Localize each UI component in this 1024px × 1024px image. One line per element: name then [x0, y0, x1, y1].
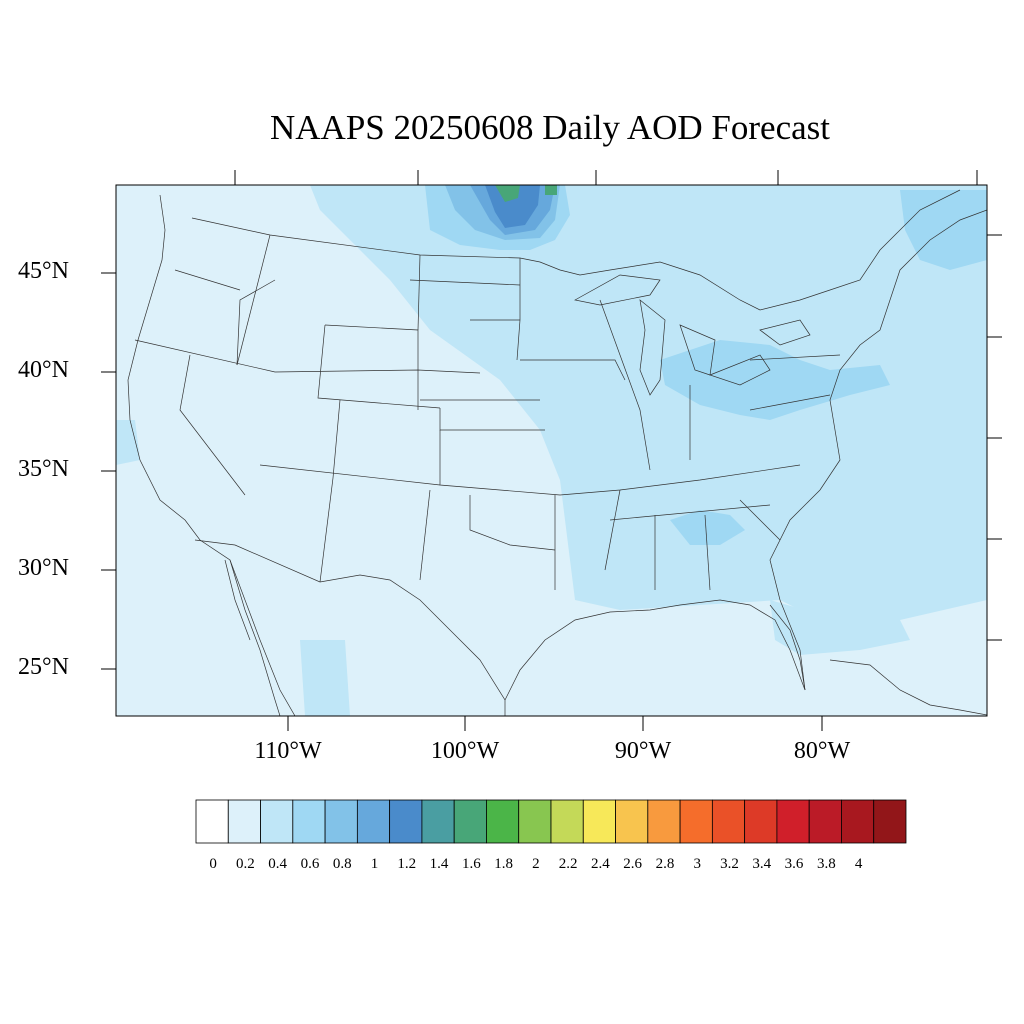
top-ticks: [234, 170, 978, 185]
colorbar-tick-label: 0.8: [332, 856, 352, 872]
colorbar-tick-label: 2.6: [623, 856, 643, 872]
colorbar-tick-label: 1.8: [494, 856, 513, 872]
aod-field: [116, 185, 987, 716]
left-ticks: [101, 272, 116, 670]
colorbar-swatch: [582, 799, 616, 844]
lat-label-25: 25°N: [18, 654, 69, 680]
aod-west-patch: [116, 420, 140, 465]
colorbar-tick-label: 0: [209, 856, 217, 872]
colorbar-swatch: [486, 799, 520, 844]
colorbar-swatch: [841, 799, 875, 844]
aod-north-plume-green-2: [545, 185, 557, 195]
colorbar-swatch: [550, 799, 584, 844]
colorbar-tick-label: 0.4: [268, 856, 288, 872]
colorbar-tick-label: 1.2: [397, 856, 417, 872]
lat-label-35: 35°N: [18, 456, 69, 482]
colorbar-swatch: [324, 799, 358, 844]
bottom-ticks: [287, 716, 823, 731]
colorbar-swatch: [356, 799, 391, 844]
colorbar-swatch: [421, 799, 455, 844]
colorbar-tick-label: 1.4: [429, 856, 449, 872]
colorbar-tick-label: 2.4: [591, 856, 610, 872]
aod-lakes-region: [660, 340, 890, 420]
aod-florida-region: [770, 600, 910, 655]
colorbar-swatch: [292, 799, 326, 844]
colorbar-tick-label: 2.2: [558, 856, 578, 872]
colorbar-tick-label: 2.8: [655, 856, 675, 872]
colorbar: [195, 799, 907, 844]
colorbar-tick-label: 0.6: [300, 856, 320, 872]
colorbar-tick-label: 3: [693, 856, 701, 872]
colorbar-swatch: [711, 799, 746, 844]
colorbar-tick-label: 0.2: [236, 856, 255, 872]
colorbar-tick-label: 1: [370, 856, 379, 872]
colorbar-tick-label: 4: [854, 856, 863, 872]
aod-baja-patch: [300, 640, 350, 716]
aod-north-plume-max: [485, 185, 540, 228]
right-ticks: [987, 234, 1002, 641]
colorbar-tick-label: 3.8: [816, 856, 836, 872]
colorbar-swatch: [389, 799, 423, 844]
aod-north-plume-green: [495, 185, 520, 202]
colorbar-swatch: [195, 799, 229, 844]
colorbar-swatch: [744, 799, 778, 844]
lon-label-110w: 110°W: [254, 738, 322, 764]
colorbar-swatch: [647, 799, 681, 844]
boundaries: [127, 189, 987, 716]
colorbar-swatch: [615, 799, 649, 844]
map-title: NAAPS 20250608 Daily AOD Forecast: [270, 108, 830, 147]
colorbar-swatch: [873, 799, 907, 844]
lat-label-45: 45°N: [18, 258, 69, 284]
colorbar-tick-label: 1.6: [461, 856, 481, 872]
colorbar-tick-label: 2: [532, 856, 540, 872]
map-frame: [115, 184, 988, 717]
lon-label-100w: 100°W: [430, 738, 500, 764]
lon-label-90w: 90°W: [614, 738, 672, 764]
colorbar-swatch: [518, 799, 552, 844]
colorbar-tick-label: 3.4: [752, 856, 772, 872]
aod-southeast-patch: [670, 510, 745, 545]
colorbar-swatch: [453, 799, 487, 844]
colorbar-tick-label: 3.2: [720, 856, 739, 872]
lat-label-30: 30°N: [18, 555, 69, 581]
colorbar-tick-label: 3.6: [784, 856, 804, 872]
aod-northeast-region: [900, 190, 987, 270]
lat-label-40: 40°N: [18, 357, 69, 383]
colorbar-swatch: [679, 799, 713, 844]
colorbar-swatch: [260, 799, 294, 844]
aod-east-light-region: [310, 185, 987, 630]
colorbar-swatch: [808, 799, 842, 844]
colorbar-swatch: [776, 799, 810, 844]
lon-label-80w: 80°W: [793, 738, 851, 764]
colorbar-swatch: [227, 799, 261, 844]
